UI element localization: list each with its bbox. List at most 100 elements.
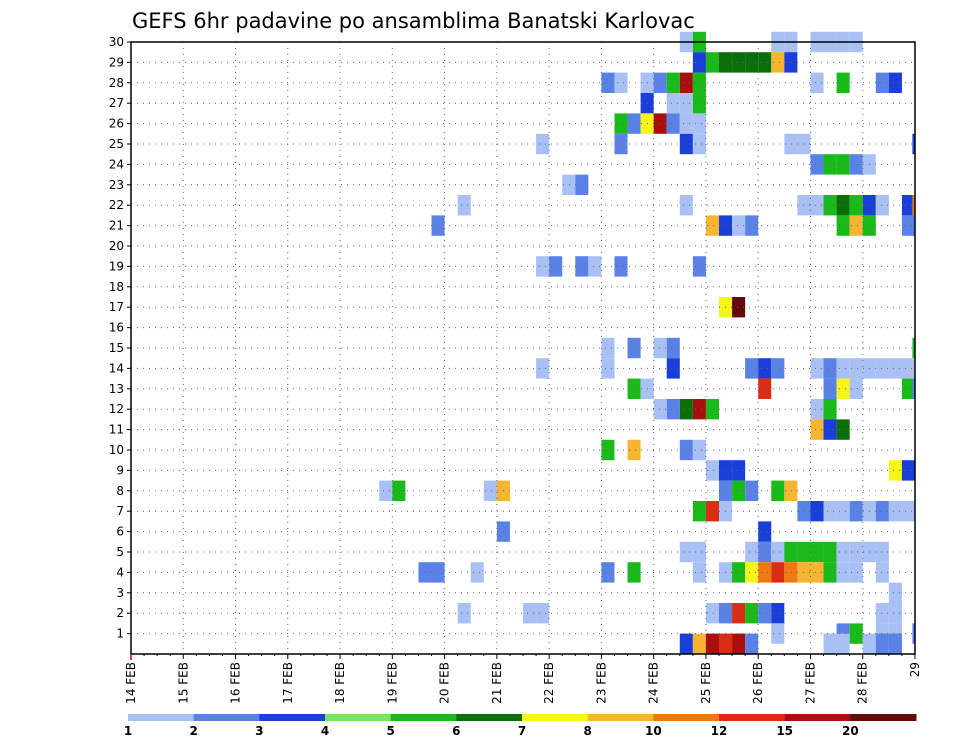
heatmap-cell [679, 113, 693, 134]
heatmap-cell [627, 337, 641, 359]
x-tick-label: 21 FEB [490, 662, 504, 704]
heatmap-cell [692, 501, 706, 522]
heatmap-cell [666, 93, 680, 114]
colorbar-swatch [784, 714, 851, 721]
colorbar-swatch [128, 714, 195, 721]
colorbar-label: 5 [386, 724, 394, 738]
y-tick-label: 21 [109, 219, 124, 233]
heatmap-cell [745, 215, 759, 236]
heatmap-cell [888, 633, 902, 654]
y-axis: 1234567891011121314151617181920212223242… [109, 35, 131, 641]
heatmap-cell [823, 358, 837, 379]
x-tick-label: 18 FEB [333, 662, 347, 704]
heatmap-cell [901, 358, 915, 379]
heatmap-cell [692, 562, 706, 583]
heatmap-cell [758, 378, 772, 399]
heatmap-cell [758, 541, 772, 563]
y-tick-label: 5 [116, 545, 124, 559]
heatmap-cell [745, 541, 759, 563]
heatmap-cell [836, 195, 850, 216]
y-tick-label: 7 [116, 504, 124, 518]
x-tick-label: 20 FEB [438, 662, 452, 704]
heatmap-cell [875, 562, 889, 583]
heatmap-cell [771, 562, 785, 583]
heatmap-cell [784, 541, 798, 563]
colorbar-swatch [193, 714, 260, 721]
heatmap-cell [875, 603, 889, 624]
heatmap-cell [732, 480, 746, 501]
heatmap-cell [849, 195, 863, 216]
heatmap-cell [732, 562, 746, 583]
y-tick-label: 30 [109, 35, 124, 49]
heatmap-cell [627, 113, 641, 134]
heatmap-cell [732, 215, 746, 236]
heatmap-cell [823, 195, 837, 216]
heatmap-cell [679, 439, 693, 461]
heatmap-cell [888, 460, 902, 481]
heatmap-cell [679, 399, 693, 420]
heatmap-cell [692, 113, 706, 134]
heatmap-cell [823, 541, 837, 563]
colorbar-label: 15 [776, 724, 793, 738]
heatmap-cell [888, 501, 902, 522]
y-tick-label: 1 [116, 627, 124, 641]
heatmap-cell [732, 460, 746, 481]
heatmap-cell [771, 52, 785, 73]
heatmap-cell [758, 562, 772, 583]
x-tick-label: 26 FEB [751, 662, 765, 704]
heatmap-cell [836, 501, 850, 522]
y-tick-label: 13 [109, 382, 124, 396]
x-tick-label: 23 FEB [594, 662, 608, 704]
y-tick-label: 12 [109, 402, 124, 416]
heatmap-cell [901, 378, 915, 399]
heatmap-cell [888, 72, 902, 93]
heatmap-cell [810, 195, 824, 216]
x-tick-label: 29 [908, 662, 922, 677]
colorbar-label: 10 [645, 724, 662, 738]
heatmap-cell [849, 562, 863, 583]
heatmap-cell [823, 562, 837, 583]
heatmap-cell [692, 399, 706, 420]
heatmap-cell [601, 337, 615, 359]
heatmap-cell [784, 480, 798, 501]
heatmap-cell [536, 133, 550, 155]
heatmap-cell [614, 113, 628, 134]
colorbar-label: 20 [842, 724, 859, 738]
heatmap-cell [810, 501, 824, 522]
heatmap-cell [457, 195, 471, 216]
heatmap-cell [536, 603, 550, 624]
y-tick-label: 17 [109, 300, 124, 314]
heatmap-cell [771, 603, 785, 624]
y-tick-label: 29 [109, 55, 124, 69]
heatmap-cell [732, 297, 746, 318]
y-tick-label: 14 [109, 361, 124, 375]
heatmap-cell [692, 633, 706, 654]
heatmap-cell [692, 72, 706, 93]
heatmap-cell [912, 133, 915, 155]
heatmap-cell [912, 337, 915, 359]
heatmap-cell [875, 195, 889, 216]
heatmap-cell [912, 215, 915, 236]
grid-layer [131, 41, 915, 654]
heatmap-cell [901, 460, 915, 481]
heatmap-cell [745, 52, 759, 73]
heatmap-cell [549, 256, 563, 277]
heatmap-cell [810, 541, 824, 563]
heatmap-cell [810, 562, 824, 583]
heatmap-cell [536, 256, 550, 277]
heatmap-cell [849, 358, 863, 379]
y-tick-label: 22 [109, 198, 124, 212]
heatmap-cell [758, 521, 772, 542]
colorbar-swatch [325, 714, 392, 721]
heatmap-cell [732, 633, 746, 654]
x-tick-label: 25 FEB [699, 662, 713, 704]
x-tick-label: 27 FEB [804, 662, 818, 704]
heatmap-cell [692, 52, 706, 73]
heatmap-cell [692, 93, 706, 114]
y-tick-label: 15 [109, 341, 124, 355]
heatmap-cell [692, 439, 706, 461]
heatmap-cell [836, 154, 850, 175]
heatmap-cell [679, 633, 693, 654]
heatmap-cell [758, 603, 772, 624]
x-tick-label: 14 FEB [124, 662, 138, 704]
